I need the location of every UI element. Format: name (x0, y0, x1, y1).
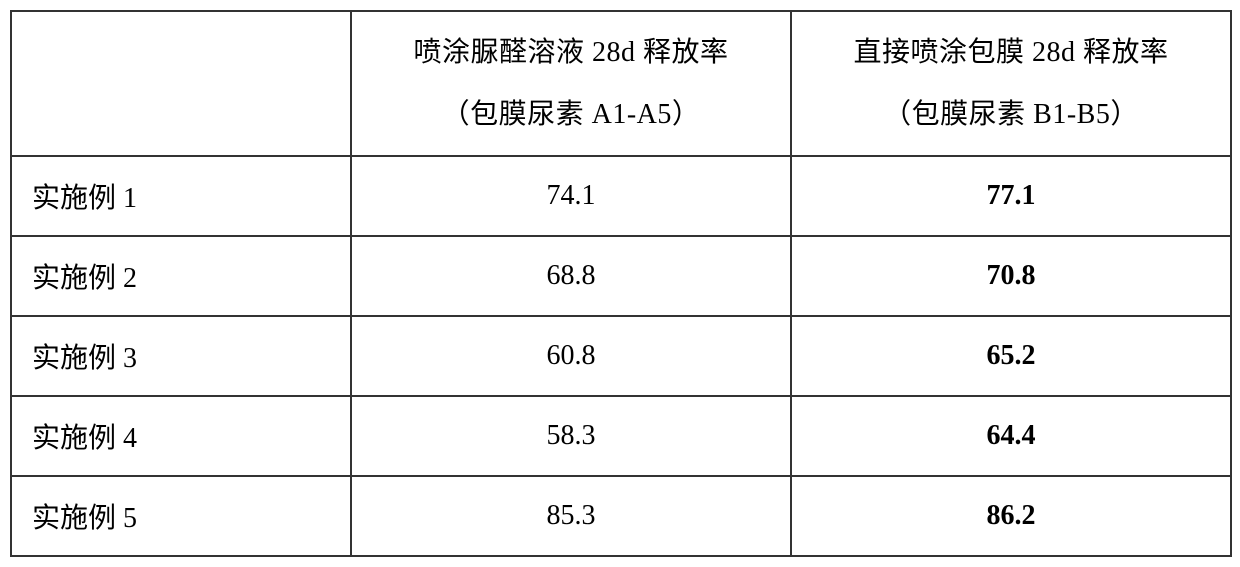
cell-r3-b: 65.2 (791, 316, 1231, 396)
row-label-3: 实施例 3 (11, 316, 351, 396)
header-col2-line2: （包膜尿素 A1-A5） (442, 84, 701, 146)
header-cell-col2: 喷涂脲醛溶液 28d 释放率 （包膜尿素 A1-A5） (351, 11, 791, 156)
table-row: 实施例 4 58.3 64.4 (11, 396, 1231, 476)
row-label-5: 实施例 5 (11, 476, 351, 556)
header-cell-col3: 直接喷涂包膜 28d 释放率 （包膜尿素 B1-B5） (791, 11, 1231, 156)
cell-r5-b: 86.2 (791, 476, 1231, 556)
cell-r4-a: 58.3 (351, 396, 791, 476)
release-rate-table-container: 喷涂脲醛溶液 28d 释放率 （包膜尿素 A1-A5） 直接喷涂包膜 28d 释… (10, 10, 1230, 557)
table-row: 实施例 1 74.1 77.1 (11, 156, 1231, 236)
row-label-2: 实施例 2 (11, 236, 351, 316)
header-col3-content: 直接喷涂包膜 28d 释放率 （包膜尿素 B1-B5） (812, 22, 1210, 145)
header-col3-line1: 直接喷涂包膜 28d 释放率 (853, 22, 1168, 84)
table-row: 实施例 3 60.8 65.2 (11, 316, 1231, 396)
release-rate-table: 喷涂脲醛溶液 28d 释放率 （包膜尿素 A1-A5） 直接喷涂包膜 28d 释… (10, 10, 1232, 557)
row-label-4: 实施例 4 (11, 396, 351, 476)
table-header-row: 喷涂脲醛溶液 28d 释放率 （包膜尿素 A1-A5） 直接喷涂包膜 28d 释… (11, 11, 1231, 156)
table-row: 实施例 2 68.8 70.8 (11, 236, 1231, 316)
header-cell-blank (11, 11, 351, 156)
header-col3-line2: （包膜尿素 B1-B5） (883, 84, 1139, 146)
cell-r3-a: 60.8 (351, 316, 791, 396)
row-label-1: 实施例 1 (11, 156, 351, 236)
header-col2-content: 喷涂脲醛溶液 28d 释放率 （包膜尿素 A1-A5） (372, 22, 770, 145)
table-row: 实施例 5 85.3 86.2 (11, 476, 1231, 556)
cell-r5-a: 85.3 (351, 476, 791, 556)
cell-r2-a: 68.8 (351, 236, 791, 316)
cell-r1-a: 74.1 (351, 156, 791, 236)
header-col2-line1: 喷涂脲醛溶液 28d 释放率 (413, 22, 728, 84)
cell-r4-b: 64.4 (791, 396, 1231, 476)
cell-r1-b: 77.1 (791, 156, 1231, 236)
cell-r2-b: 70.8 (791, 236, 1231, 316)
